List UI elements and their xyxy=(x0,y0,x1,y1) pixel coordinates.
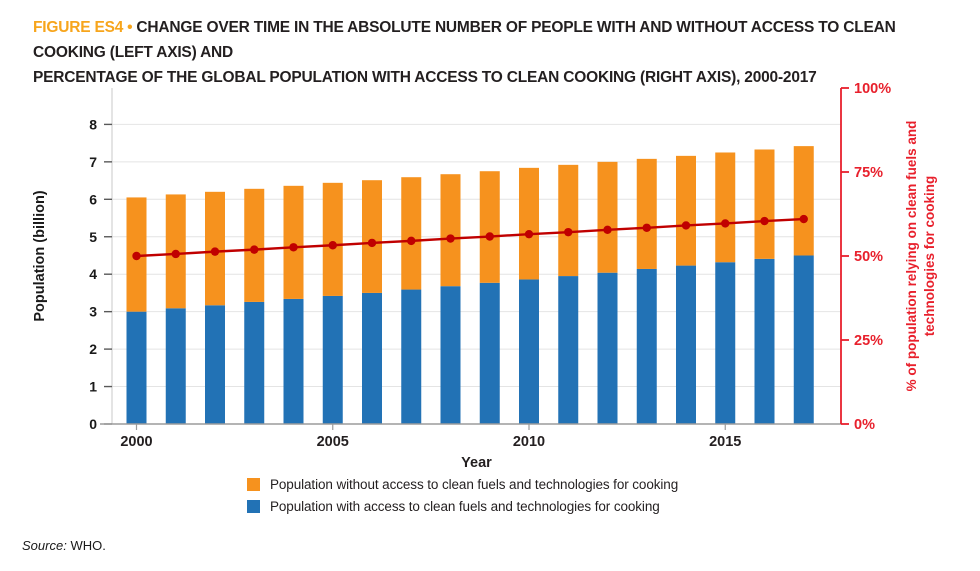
left-axis-title: Population (billion) xyxy=(32,190,48,321)
left-axis: 0 1 2 3 4 5 6 7 8 Population (billion) xyxy=(32,88,113,432)
bar-2017-without-access xyxy=(793,146,814,256)
bar-2015-with-access xyxy=(715,262,736,424)
legend-swatch-blue xyxy=(247,500,260,513)
bar-2005-without-access xyxy=(322,182,343,296)
bar-2007-without-access xyxy=(401,177,422,290)
legend-item-with-access: Population with access to clean fuels an… xyxy=(247,499,678,514)
right-axis-tick-label: 100% xyxy=(854,81,891,97)
pct-marker-2012 xyxy=(603,225,612,234)
pct-marker-2015 xyxy=(721,219,730,228)
bar-2013-without-access xyxy=(636,158,657,269)
left-axis-tick-label: 1 xyxy=(89,379,97,395)
left-axis-tick-label: 0 xyxy=(89,416,97,432)
x-axis-tick-label: 2010 xyxy=(513,434,545,450)
left-axis-tick-label: 8 xyxy=(89,116,97,132)
right-axis-tick-label: 0% xyxy=(854,417,875,433)
pct-marker-2017 xyxy=(799,214,808,224)
bar-2004-without-access xyxy=(283,185,304,299)
bar-2015-without-access xyxy=(715,152,736,263)
pct-marker-2006 xyxy=(367,238,377,248)
percent-line-series xyxy=(132,214,808,261)
bar-2005-with-access xyxy=(322,295,343,424)
figure-title-text-1: CHANGE OVER TIME IN THE ABSOLUTE NUMBER … xyxy=(33,19,896,61)
percent-line xyxy=(136,217,804,258)
pct-marker-2004 xyxy=(289,243,298,252)
bar-2001-with-access xyxy=(165,308,186,424)
bar-2011-with-access xyxy=(558,276,579,424)
right-axis-title-line2: technologies for cooking xyxy=(922,176,937,337)
source-text: WHO. xyxy=(70,538,106,553)
left-axis-tick-label: 7 xyxy=(89,154,97,170)
right-axis: 0% 25% 50% 75% 100% % of population relying o… xyxy=(840,81,937,433)
right-axis-tick-label: 75% xyxy=(854,165,883,181)
pct-marker-2009 xyxy=(485,232,494,241)
legend-label-without-access: Population without access to clean fuels… xyxy=(270,477,679,492)
left-axis-tick-label: 2 xyxy=(89,341,97,357)
bar-2014-with-access xyxy=(676,265,696,424)
bar-2016-with-access xyxy=(754,258,775,424)
bar-2003-without-access xyxy=(244,188,265,302)
bar-2012-with-access xyxy=(597,272,618,424)
left-axis-tick-label: 3 xyxy=(89,304,97,320)
pct-marker-2013 xyxy=(642,223,651,232)
left-axis-tick-label: 5 xyxy=(89,229,97,245)
bar-2008-without-access xyxy=(440,174,461,287)
legend-swatch-orange xyxy=(247,478,260,491)
right-axis-tick-label: 50% xyxy=(854,249,883,265)
figure-title-line2: PERCENTAGE OF THE GLOBAL POPULATION WITH… xyxy=(33,68,817,86)
pct-marker-2000 xyxy=(132,251,141,261)
bar-2010-with-access xyxy=(519,279,539,424)
right-axis-title-line1: % of population relying on clean fuels a… xyxy=(904,121,919,392)
right-axis-tick-label: 25% xyxy=(854,333,883,349)
bar-2003-with-access xyxy=(244,301,265,424)
bar-2002-with-access xyxy=(205,305,225,424)
bar-2016-without-access xyxy=(754,149,775,259)
x-axis-tick-label: 2005 xyxy=(317,434,349,450)
x-axis-tick-label: 2015 xyxy=(709,434,741,450)
bar-2006-with-access xyxy=(362,292,382,424)
bar-2000-with-access xyxy=(126,311,147,424)
bar-2007-with-access xyxy=(401,289,422,424)
pct-marker-2014 xyxy=(681,221,691,230)
x-axis-tick-label: 2000 xyxy=(120,434,152,450)
figure-title: FIGURE ES4 • CHANGE OVER TIME IN THE ABSOL… xyxy=(33,16,953,90)
x-axis-title: Year xyxy=(461,455,492,471)
bar-2014-without-access xyxy=(676,155,696,266)
pct-marker-2005 xyxy=(328,241,337,250)
bar-2013-with-access xyxy=(636,268,657,424)
pct-marker-2003 xyxy=(250,245,259,254)
source-prefix: Source: xyxy=(22,538,67,553)
pct-marker-2002 xyxy=(210,247,220,256)
bar-2009-with-access xyxy=(479,282,500,424)
pct-marker-2007 xyxy=(407,236,416,246)
x-axis: 2000 2005 2010 2015 Year xyxy=(120,424,741,471)
bar-2017-with-access xyxy=(793,255,814,424)
source-line: Source: WHO. xyxy=(22,538,106,553)
bar-2012-without-access xyxy=(597,161,618,273)
bar-2008-with-access xyxy=(440,286,461,424)
bar-2004-with-access xyxy=(283,298,304,424)
left-axis-tick-label: 4 xyxy=(89,266,97,282)
bar-2011-without-access xyxy=(558,164,579,277)
bar-2006-without-access xyxy=(362,180,382,293)
left-axis-tick-label: 6 xyxy=(89,191,97,207)
pct-marker-2016 xyxy=(760,216,769,226)
pct-marker-2001 xyxy=(171,249,180,259)
pct-marker-2010 xyxy=(524,229,534,239)
legend-item-without-access: Population without access to clean fuels… xyxy=(247,477,678,492)
pct-marker-2011 xyxy=(564,227,573,237)
legend-label-with-access: Population with access to clean fuels an… xyxy=(270,499,660,514)
pct-marker-2008 xyxy=(446,234,455,243)
bar-2009-without-access xyxy=(479,171,500,283)
figure-number-label: FIGURE ES4 xyxy=(33,19,124,36)
bar-2010-without-access xyxy=(519,167,539,280)
chart-legend: Population without access to clean fuels… xyxy=(247,477,678,514)
figure-title-line1: FIGURE ES4 • CHANGE OVER TIME IN THE ABSOL… xyxy=(33,16,953,66)
title-bullet: • xyxy=(127,19,133,36)
stacked-bars xyxy=(126,146,814,424)
